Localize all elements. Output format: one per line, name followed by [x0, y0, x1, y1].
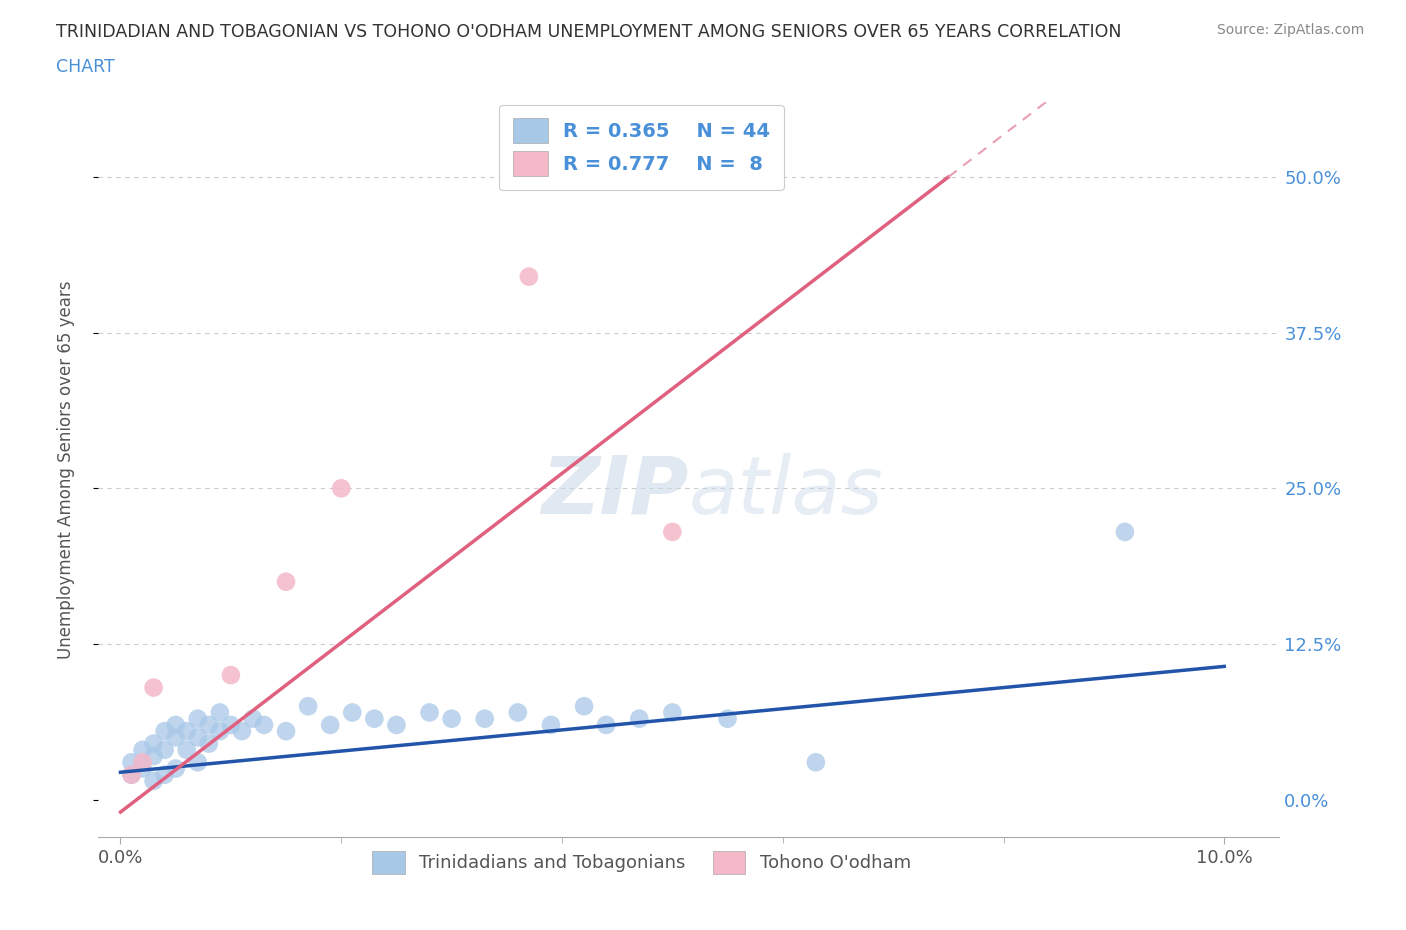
Point [419, 705, 441, 720]
Point [208, 705, 231, 720]
Point [176, 742, 198, 757]
Point [165, 730, 187, 745]
Point [804, 755, 827, 770]
Point [297, 698, 319, 713]
Point [716, 711, 738, 726]
Legend: Trinidadians and Tobagonians, Tohono O'odham: Trinidadians and Tobagonians, Tohono O'o… [363, 842, 920, 883]
Point [187, 730, 209, 745]
Point [208, 724, 231, 738]
Point [242, 711, 264, 726]
Point [661, 705, 683, 720]
Point [153, 724, 176, 738]
Point [342, 705, 364, 720]
Point [142, 774, 165, 789]
Point [153, 767, 176, 782]
Point [142, 749, 165, 764]
Y-axis label: Unemployment Among Seniors over 65 years: Unemployment Among Seniors over 65 years [56, 281, 75, 658]
Point [274, 575, 297, 590]
Point [253, 717, 276, 732]
Point [142, 737, 165, 751]
Point [595, 717, 617, 732]
Point [131, 742, 153, 757]
Point [572, 698, 595, 713]
Point [363, 711, 385, 726]
Text: ZIP: ZIP [541, 453, 689, 531]
Point [330, 481, 353, 496]
Text: TRINIDADIAN AND TOBAGONIAN VS TOHONO O'ODHAM UNEMPLOYMENT AMONG SENIORS OVER 65 : TRINIDADIAN AND TOBAGONIAN VS TOHONO O'O… [56, 23, 1122, 41]
Point [187, 755, 209, 770]
Point [540, 717, 562, 732]
Point [131, 755, 153, 770]
Point [198, 717, 221, 732]
Point [153, 742, 176, 757]
Point [121, 767, 143, 782]
Point [231, 724, 253, 738]
Point [1114, 525, 1136, 539]
Point [506, 705, 529, 720]
Point [131, 761, 153, 776]
Point [142, 680, 165, 695]
Point [661, 525, 683, 539]
Point [385, 717, 408, 732]
Point [474, 711, 496, 726]
Point [274, 724, 297, 738]
Text: Source: ZipAtlas.com: Source: ZipAtlas.com [1216, 23, 1364, 37]
Point [165, 717, 187, 732]
Point [187, 711, 209, 726]
Point [319, 717, 342, 732]
Point [219, 668, 242, 683]
Point [517, 269, 540, 284]
Point [219, 717, 242, 732]
Point [121, 755, 143, 770]
Text: CHART: CHART [56, 58, 115, 75]
Point [121, 767, 143, 782]
Point [198, 737, 221, 751]
Point [628, 711, 651, 726]
Text: atlas: atlas [689, 453, 884, 531]
Point [440, 711, 463, 726]
Point [176, 724, 198, 738]
Point [165, 761, 187, 776]
